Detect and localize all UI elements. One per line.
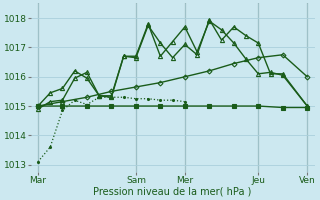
X-axis label: Pression niveau de la mer( hPa ): Pression niveau de la mer( hPa ) bbox=[93, 187, 252, 197]
